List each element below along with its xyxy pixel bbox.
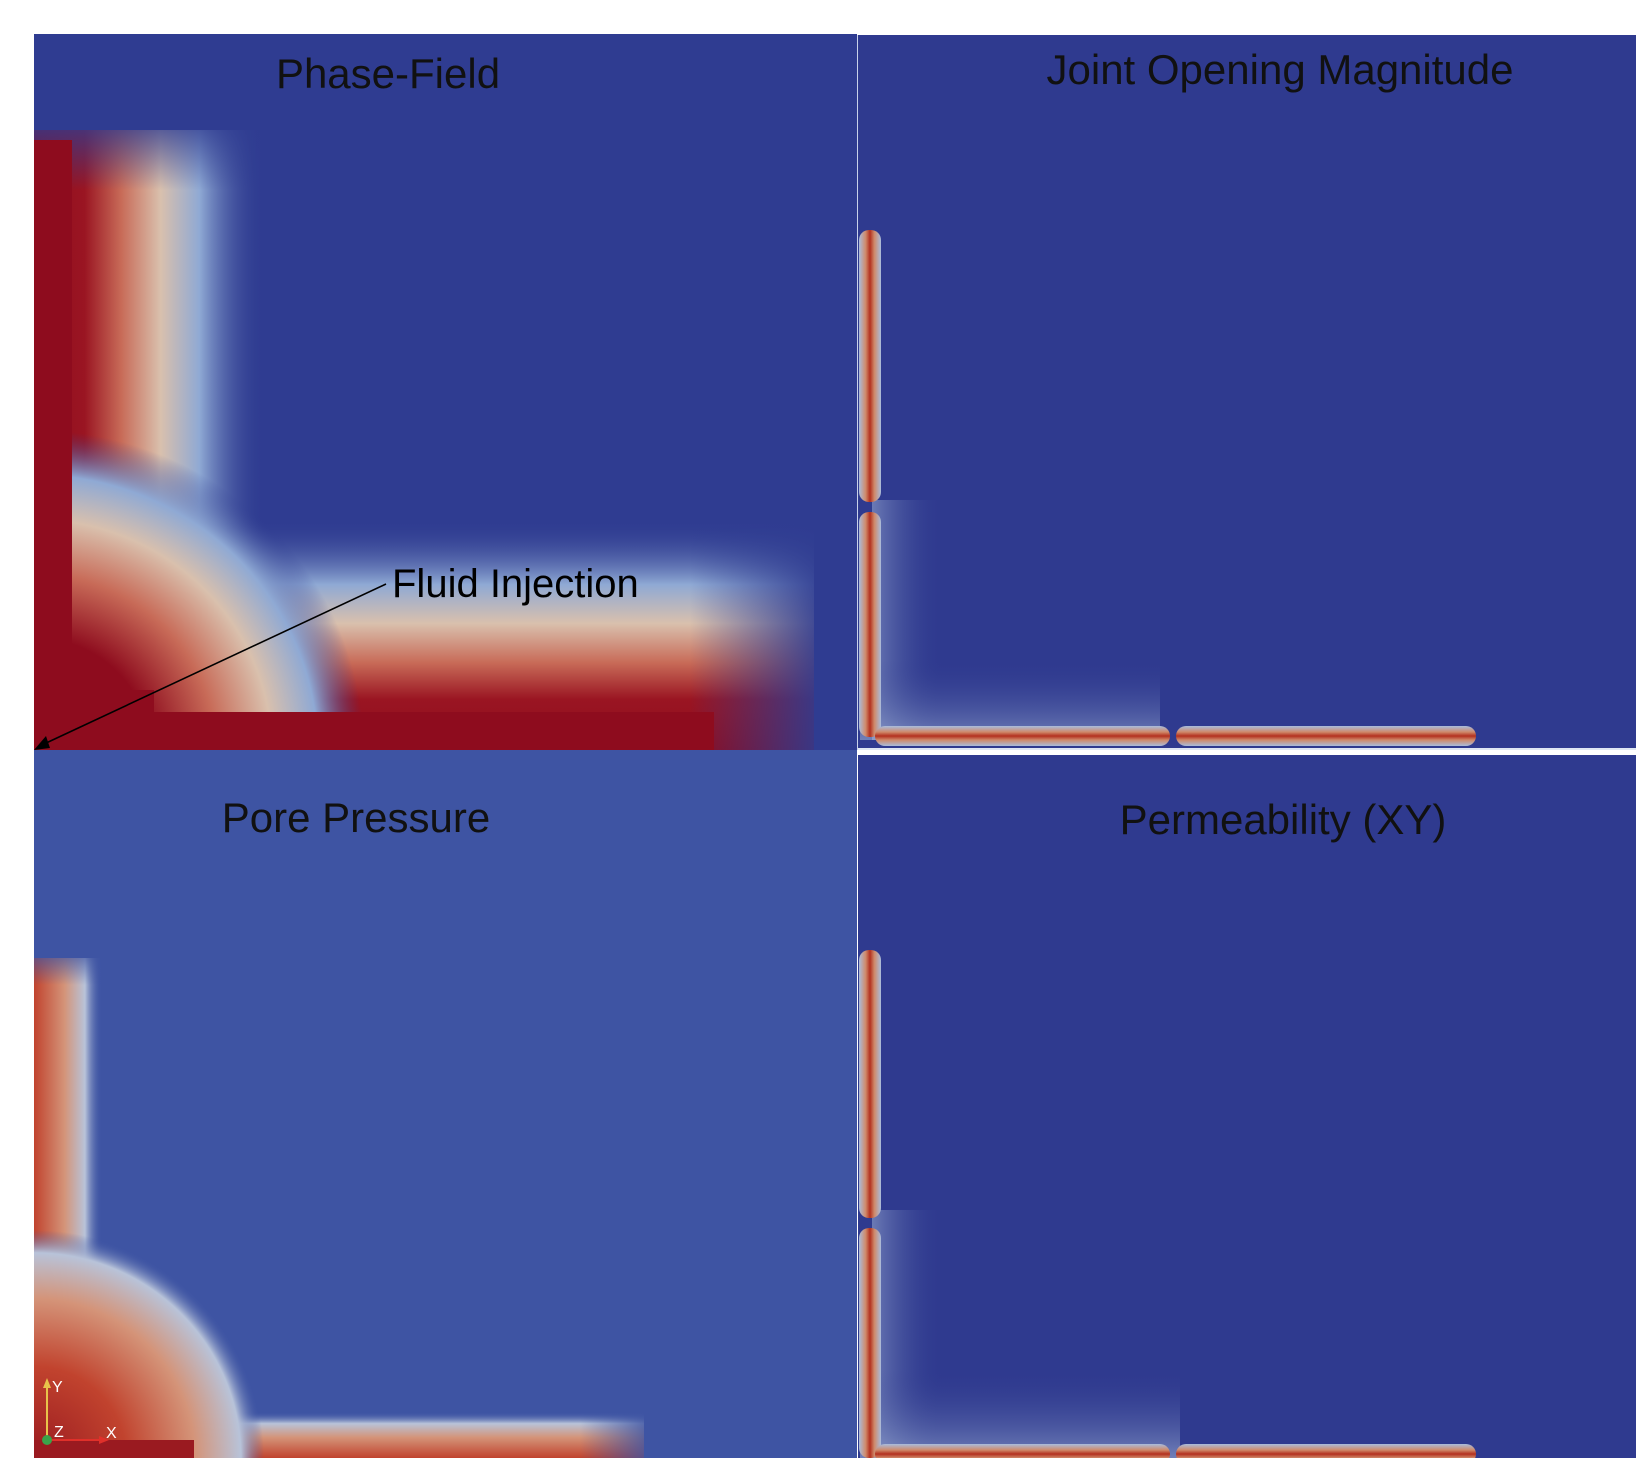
joint-opening-background: [858, 35, 1636, 750]
joint-opening-vertical-lower: [859, 512, 881, 737]
column-divider: [857, 35, 858, 750]
panel-permeability-xy: Permeability (XY): [858, 755, 1636, 1458]
permeability-vertical-upper: [859, 950, 881, 1218]
pore-pressure-corner: [34, 1230, 264, 1458]
permeability-vertical-lower: [859, 1228, 881, 1458]
panel-joint-opening-magnitude: Joint Opening Magnitude: [858, 35, 1636, 750]
joint-opening-horizontal-right: [1176, 726, 1476, 746]
panel-title: Phase-Field: [276, 50, 500, 97]
panel-title: Pore Pressure: [222, 794, 490, 841]
triad-x-label: X: [106, 1425, 117, 1442]
permeability-horizontal-right: [1176, 1444, 1476, 1458]
annotation-arrowhead: [34, 736, 50, 750]
triad-y-label: Y: [52, 1379, 63, 1396]
annotation-leader-line: [43, 583, 387, 745]
panel-pore-pressure: Pore Pressure Y Z X: [34, 750, 857, 1458]
panel-title: Joint Opening Magnitude: [1047, 46, 1514, 93]
joint-opening-horizontal-left: [875, 726, 1170, 746]
permeability-background: [858, 755, 1636, 1458]
fluid-injection-annotation: Fluid Injection: [34, 562, 639, 750]
panel-phase-field: Phase-Field: [34, 34, 857, 750]
orientation-triad: Y Z X: [42, 1378, 117, 1445]
panel-title: Permeability (XY): [1120, 796, 1447, 843]
joint-opening-vertical-upper: [859, 230, 881, 502]
triad-z-label: Z: [54, 1424, 64, 1441]
triad-origin: [42, 1435, 52, 1445]
annotation-label: Fluid Injection: [392, 562, 639, 606]
permeability-horizontal-left: [875, 1444, 1170, 1458]
